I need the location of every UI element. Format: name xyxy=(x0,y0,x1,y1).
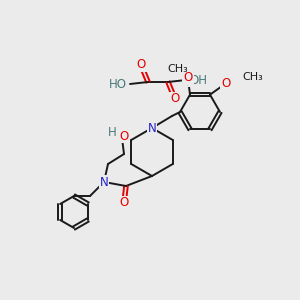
Text: O: O xyxy=(136,58,146,71)
Text: CH₃: CH₃ xyxy=(168,64,188,74)
Text: H: H xyxy=(108,125,116,139)
Text: OH: OH xyxy=(189,74,207,86)
Text: O: O xyxy=(221,77,231,90)
Text: HO: HO xyxy=(109,77,127,91)
Text: O: O xyxy=(119,196,129,209)
Text: O: O xyxy=(170,92,180,106)
Text: N: N xyxy=(148,122,156,134)
Text: N: N xyxy=(100,176,108,188)
Text: O: O xyxy=(119,130,129,142)
Text: CH₃: CH₃ xyxy=(242,72,263,82)
Text: O: O xyxy=(183,71,193,84)
